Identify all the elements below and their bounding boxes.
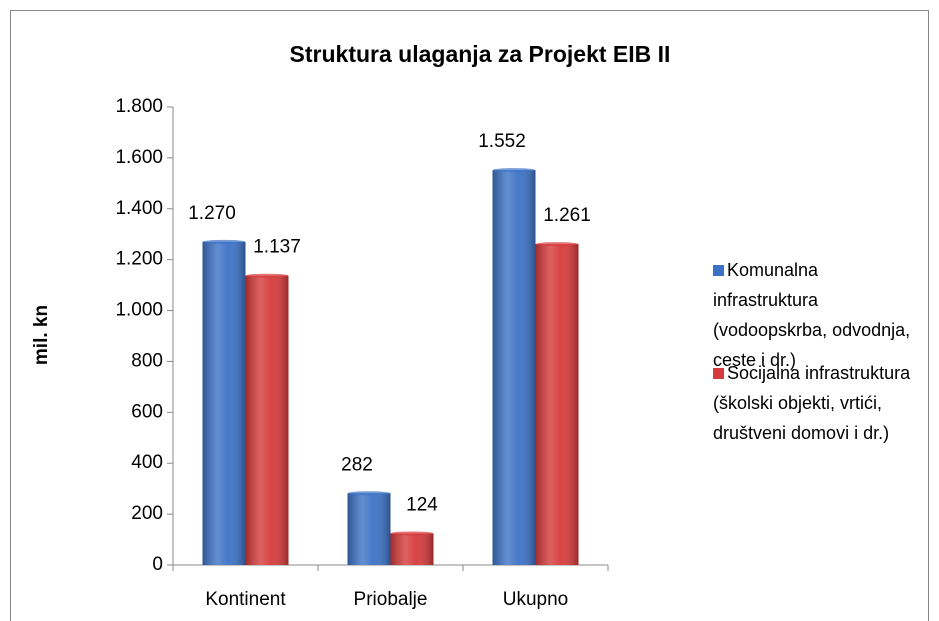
data-label: 124 — [406, 494, 438, 515]
y-tick-label: 0 — [152, 554, 163, 575]
chart-border — [10, 10, 929, 621]
y-tick-label: 600 — [131, 401, 163, 422]
legend-swatch — [713, 368, 724, 379]
bar-shading — [492, 170, 536, 565]
y-tick-label: 1.600 — [115, 147, 163, 168]
data-label: 1.552 — [478, 131, 526, 152]
legend-label: Komunalna infrastruktura (vodoopskrba, o… — [713, 260, 911, 370]
bar-top — [390, 531, 434, 536]
y-tick-label: 400 — [131, 452, 163, 473]
bar-shading — [245, 275, 289, 565]
y-tick-label: 1.800 — [115, 96, 163, 117]
x-tick-label: Ukupno — [503, 589, 569, 610]
x-tick-label: Kontinent — [205, 589, 286, 610]
bar-shading — [347, 493, 391, 565]
y-tick-label: 200 — [131, 503, 163, 524]
bar-top — [245, 273, 289, 278]
bar-top — [535, 242, 579, 247]
y-tick-label: 1.400 — [115, 198, 163, 219]
legend-entry: Socijalna infrastruktura (školski objekt… — [713, 358, 923, 448]
data-label: 282 — [341, 454, 373, 475]
legend-swatch — [713, 265, 724, 276]
legend-label: Socijalna infrastruktura (školski objekt… — [713, 363, 911, 443]
bar-top — [492, 168, 536, 173]
legend-entry: Komunalna infrastruktura (vodoopskrba, o… — [713, 255, 923, 375]
x-tick-label: Priobalje — [354, 589, 428, 610]
y-axis-label: mil. kn — [31, 305, 52, 365]
data-label: 1.261 — [543, 205, 591, 226]
data-label: 1.137 — [253, 237, 301, 258]
chart-title: Struktura ulaganja za Projekt EIB II — [290, 41, 671, 67]
bar-top — [347, 491, 391, 496]
bar-top — [202, 239, 246, 244]
y-tick-label: 1.000 — [115, 300, 163, 321]
y-tick-label: 800 — [131, 350, 163, 371]
y-tick-label: 1.200 — [115, 249, 163, 270]
bar-shading — [535, 244, 579, 565]
data-label: 1.270 — [188, 203, 236, 224]
bar-shading — [202, 241, 246, 565]
bar-shading — [390, 533, 434, 565]
